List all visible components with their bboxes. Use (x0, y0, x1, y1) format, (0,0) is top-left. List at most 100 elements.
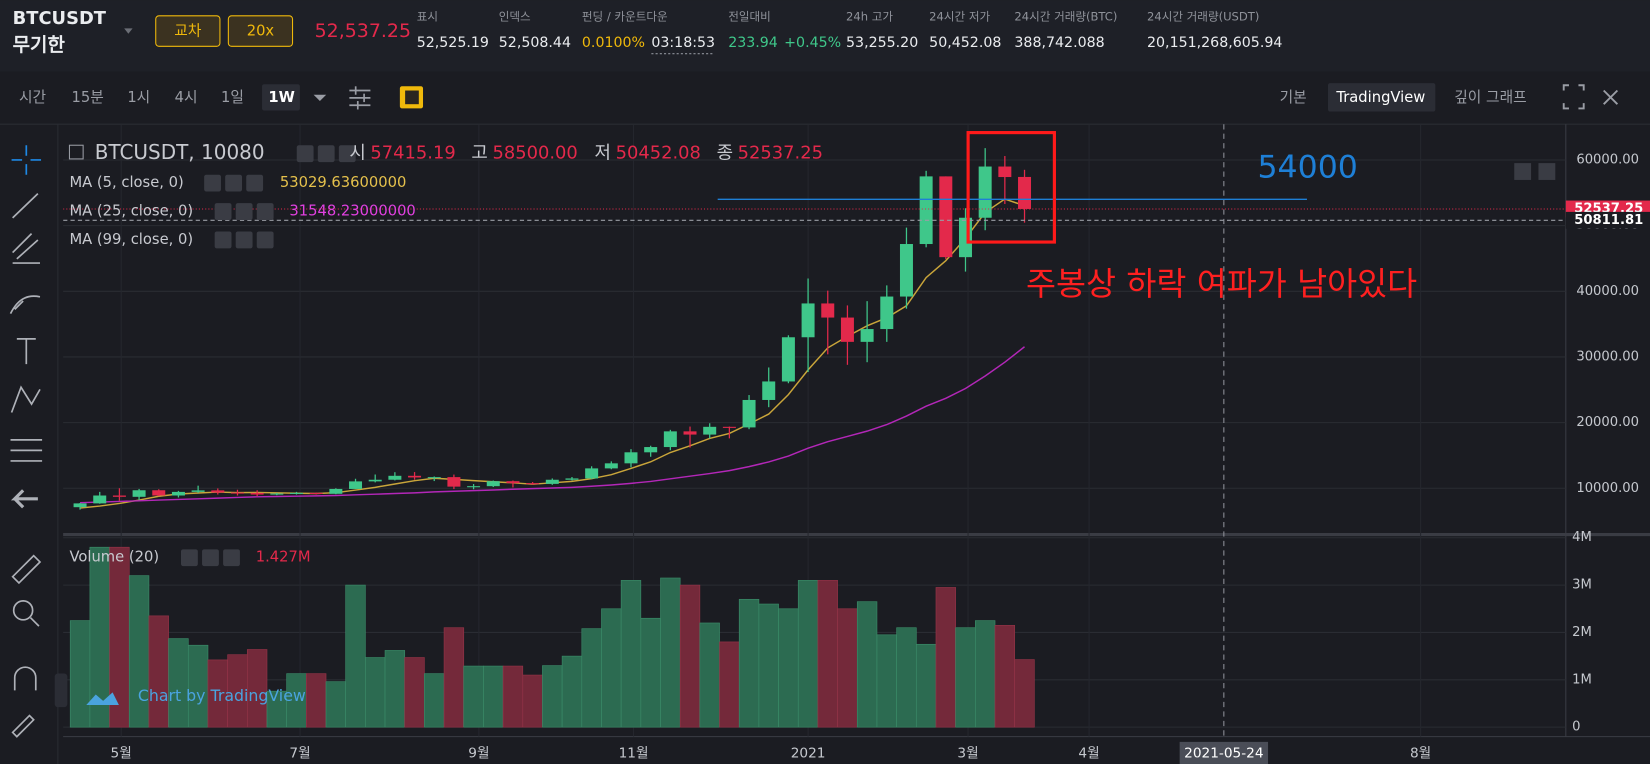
chart-title: BTCUSDT, 10080 (95, 140, 265, 164)
interval[interactable]: 1일 (221, 89, 244, 106)
legend-icon[interactable] (202, 549, 219, 567)
dropdown-arrow[interactable] (313, 94, 327, 102)
volume-bar (975, 620, 996, 728)
fib-tool[interactable] (12, 233, 40, 264)
volume-bar (168, 638, 189, 728)
x-tick-label: 5월 (111, 745, 132, 761)
candle-body (427, 477, 441, 479)
ruler-tool[interactable] (11, 554, 42, 585)
candle-body (486, 481, 500, 487)
legend-icon[interactable] (214, 231, 232, 249)
close-icon[interactable] (1603, 89, 1619, 105)
interval[interactable]: 1시 (127, 89, 150, 106)
candle-body (703, 426, 717, 435)
stats: 표시 52,525.19 인덱스 52,508.44 펀딩 / 카운트다운 0.0100%… (417, 9, 1282, 55)
legend-icon[interactable] (225, 174, 243, 192)
volume-bar (542, 665, 563, 728)
magnet-tool[interactable] (13, 666, 37, 691)
legend-icon[interactable] (235, 231, 253, 249)
legend-icon[interactable] (214, 203, 232, 220)
volume-bar (522, 674, 543, 728)
legend-icon[interactable] (180, 549, 198, 567)
collapse-icon[interactable] (68, 144, 84, 160)
candle-body (329, 488, 343, 494)
legend-icon[interactable] (317, 145, 335, 163)
leverage-button[interactable] (227, 15, 294, 47)
brush-tool[interactable] (9, 295, 41, 314)
leverage-label: 20x (247, 23, 275, 40)
ohlc-value: 58500.00 (492, 143, 577, 164)
interval[interactable]: 4시 (175, 89, 198, 106)
lock-tool[interactable] (11, 714, 35, 738)
legend-icon[interactable] (296, 145, 314, 163)
candle-body (408, 475, 422, 478)
margin-label: 교차 (174, 23, 202, 40)
x-tick-label: 11월 (619, 745, 649, 761)
zoom-tool[interactable] (12, 600, 34, 621)
candle-body (860, 329, 874, 342)
fullscreen-icon[interactable] (1562, 84, 1585, 110)
legend-icon[interactable] (223, 549, 240, 567)
volume-title: Volume (20) (69, 549, 159, 566)
drawing-tools (9, 145, 43, 738)
symbol[interactable]: BTCUSDT (13, 8, 107, 29)
margin-button[interactable] (155, 15, 221, 47)
stat-label: 펀딩 / 카운트다운 (582, 9, 668, 23)
back-tool[interactable] (10, 489, 38, 509)
candle-body (899, 244, 913, 297)
candle-body (821, 303, 835, 318)
side-handle[interactable] (54, 673, 68, 708)
candle-body (1018, 176, 1032, 209)
crosshair-tool[interactable] (11, 145, 42, 175)
view-option[interactable]: 깊이 그래프 (1454, 89, 1526, 106)
volume-bar (384, 650, 406, 728)
moving-average (80, 346, 1025, 504)
annotation-text: 주봉상 하락 여파가 남아있다 (1026, 265, 1417, 303)
scroll-icon[interactable] (1514, 163, 1532, 180)
candle-body (506, 481, 520, 484)
candle-body (762, 381, 776, 400)
volume-tick-label: 1M (1572, 672, 1592, 687)
legend-icon[interactable] (256, 231, 274, 249)
pattern-tool[interactable] (10, 385, 41, 413)
volume-value: 1.427M (256, 549, 311, 566)
trendline-tool[interactable] (12, 193, 39, 219)
view-option[interactable]: 기본 (1280, 89, 1307, 106)
candle-body (880, 296, 894, 330)
interval[interactable]: 시간 (19, 89, 47, 106)
legend-icon[interactable] (256, 203, 274, 220)
y-tick-label: 10000.00 (1576, 481, 1639, 496)
candle-body (663, 431, 677, 448)
contract-type: 무기한 (13, 34, 66, 56)
volume-bar (620, 580, 642, 728)
interval[interactable]: 1W (268, 89, 294, 106)
volume-bar (679, 584, 701, 728)
x-tick-label: 3월 (957, 745, 978, 761)
volume-bar (778, 608, 799, 728)
volume-bar (935, 587, 956, 728)
measure-tool[interactable] (10, 439, 43, 462)
watermark: Chart by TradingView (138, 686, 306, 705)
y-tick-label: 60000.00 (1576, 152, 1639, 167)
view-option[interactable]: TradingView (1335, 89, 1425, 106)
volume-bar (148, 615, 169, 728)
stat-value: 20,151,268,605.94 (1147, 35, 1282, 51)
legend-icon[interactable] (338, 145, 356, 163)
volume-bar (660, 577, 681, 728)
interval[interactable]: 15분 (72, 89, 104, 106)
crosshair-label: 2021-05-24 (1184, 745, 1263, 761)
stat-label: 인덱스 (499, 9, 531, 23)
ohlc-value: 57415.19 (370, 143, 455, 164)
candle-body (565, 478, 579, 480)
volume-bar (581, 628, 602, 728)
candle-body (998, 166, 1012, 178)
legend-icon[interactable] (246, 174, 264, 192)
volume-bar (915, 643, 937, 728)
text-tool[interactable] (16, 338, 36, 365)
dropdown-arrow[interactable] (124, 28, 133, 34)
scroll-icon[interactable] (1538, 163, 1556, 180)
settings-icon[interactable] (349, 86, 371, 110)
legend-icon[interactable] (204, 174, 221, 192)
legend-icon[interactable] (235, 203, 253, 220)
